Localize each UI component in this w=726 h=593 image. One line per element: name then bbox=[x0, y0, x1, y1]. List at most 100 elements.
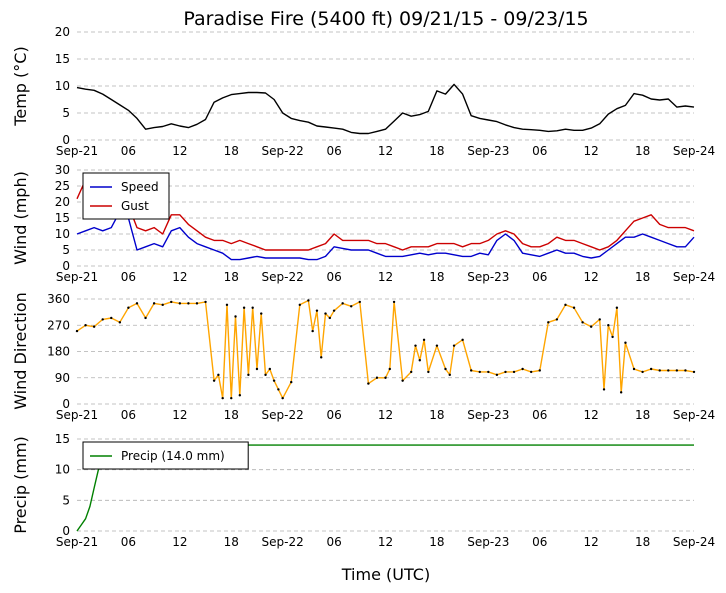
y-tick-label: 5 bbox=[62, 106, 70, 120]
y-tick-label: 30 bbox=[55, 163, 70, 177]
data-point bbox=[529, 370, 533, 374]
data-point bbox=[320, 356, 323, 359]
x-tick-label: 18 bbox=[429, 144, 444, 158]
data-point bbox=[298, 303, 302, 307]
data-point bbox=[512, 370, 516, 374]
data-point bbox=[92, 325, 96, 328]
data-point bbox=[555, 318, 559, 321]
data-point bbox=[375, 376, 379, 379]
data-point bbox=[392, 300, 396, 304]
x-tick-label: 06 bbox=[121, 144, 136, 158]
x-tick-label: 06 bbox=[121, 270, 136, 284]
data-point bbox=[144, 316, 147, 320]
data-point bbox=[127, 306, 130, 309]
data-point bbox=[684, 369, 687, 372]
data-point bbox=[101, 318, 104, 321]
x-tick-label: 12 bbox=[172, 270, 187, 284]
data-point bbox=[452, 344, 456, 347]
data-point bbox=[277, 388, 280, 391]
x-tick-label: 12 bbox=[584, 408, 599, 422]
x-tick-label: 06 bbox=[121, 408, 136, 422]
data-point bbox=[615, 306, 619, 309]
data-point bbox=[422, 338, 426, 342]
y-tick-label: 20 bbox=[55, 25, 70, 39]
x-tick-label: 18 bbox=[429, 270, 444, 284]
data-point bbox=[170, 300, 173, 304]
y-tick-label: 10 bbox=[55, 227, 70, 241]
data-point bbox=[290, 380, 293, 384]
x-tick-label: 18 bbox=[224, 408, 239, 422]
x-tick-label: Sep-22 bbox=[262, 144, 304, 158]
x-tick-label: Sep-21 bbox=[56, 270, 98, 284]
data-point bbox=[255, 367, 259, 371]
data-point bbox=[350, 305, 353, 308]
data-point bbox=[161, 303, 164, 307]
x-tick-label: Sep-23 bbox=[467, 535, 509, 549]
data-point bbox=[538, 369, 541, 372]
data-point bbox=[521, 367, 524, 371]
y-axis-label: Precip (mm) bbox=[11, 436, 30, 534]
data-point bbox=[401, 379, 404, 382]
series-line-1 bbox=[76, 178, 695, 251]
x-tick-label: 18 bbox=[429, 535, 444, 549]
y-tick-label: 0 bbox=[62, 524, 70, 538]
data-point bbox=[367, 382, 370, 385]
data-point bbox=[307, 299, 310, 302]
data-point bbox=[264, 373, 267, 377]
y-axis-label: Temp (°C) bbox=[11, 46, 30, 126]
legend-label: Speed bbox=[121, 180, 159, 194]
data-point bbox=[272, 379, 276, 382]
data-point bbox=[469, 369, 473, 372]
y-tick-label: 15 bbox=[55, 432, 70, 446]
data-point bbox=[247, 373, 250, 377]
y-tick-label: 0 bbox=[62, 133, 70, 147]
series-line-0 bbox=[76, 299, 695, 399]
x-tick-label: 12 bbox=[584, 144, 599, 158]
data-point bbox=[311, 329, 314, 333]
y-axis-label: Wind (mph) bbox=[11, 171, 30, 265]
data-point bbox=[225, 303, 229, 307]
x-tick-label: Sep-24 bbox=[673, 535, 715, 549]
x-tick-label: Sep-22 bbox=[262, 408, 304, 422]
y-tick-label: 270 bbox=[47, 318, 70, 332]
data-point bbox=[611, 335, 614, 339]
y-tick-label: 0 bbox=[62, 397, 70, 411]
data-point bbox=[495, 373, 499, 377]
data-point bbox=[195, 302, 199, 305]
data-point bbox=[461, 338, 464, 342]
y-tick-label: 25 bbox=[55, 179, 70, 193]
data-point bbox=[187, 302, 190, 305]
x-tick-label: 12 bbox=[172, 535, 187, 549]
y-axis-label: Wind Direction bbox=[11, 292, 30, 410]
x-tick-label: Sep-22 bbox=[262, 535, 304, 549]
x-tick-label: 12 bbox=[378, 270, 393, 284]
data-point bbox=[217, 373, 220, 377]
x-tick-label: 12 bbox=[172, 144, 187, 158]
x-tick-label: 06 bbox=[326, 144, 341, 158]
x-tick-label: 06 bbox=[326, 270, 341, 284]
x-tick-label: Sep-24 bbox=[673, 144, 715, 158]
data-point bbox=[178, 302, 182, 305]
x-tick-label: 06 bbox=[532, 270, 547, 284]
x-tick-label: 06 bbox=[532, 535, 547, 549]
data-point bbox=[384, 376, 387, 379]
data-point bbox=[487, 370, 490, 374]
x-tick-label: 18 bbox=[635, 535, 650, 549]
y-tick-label: 20 bbox=[55, 195, 70, 209]
x-tick-label: 06 bbox=[326, 535, 341, 549]
x-tick-label: 06 bbox=[532, 408, 547, 422]
x-tick-label: 18 bbox=[429, 408, 444, 422]
x-tick-label: 06 bbox=[326, 408, 341, 422]
x-tick-label: 12 bbox=[378, 144, 393, 158]
x-tick-label: Sep-21 bbox=[56, 408, 98, 422]
x-tick-label: 18 bbox=[224, 535, 239, 549]
data-point bbox=[598, 318, 601, 321]
data-point bbox=[324, 312, 327, 315]
x-tick-label: 18 bbox=[224, 270, 239, 284]
x-tick-label: 18 bbox=[635, 270, 650, 284]
data-point bbox=[478, 370, 481, 374]
data-point bbox=[504, 370, 507, 374]
panel-0: 0 5 10 15 20 Sep-21 06 12 18 Sep-22 06 12 18 Sep-23 06… bbox=[11, 25, 715, 158]
data-point bbox=[414, 344, 417, 347]
